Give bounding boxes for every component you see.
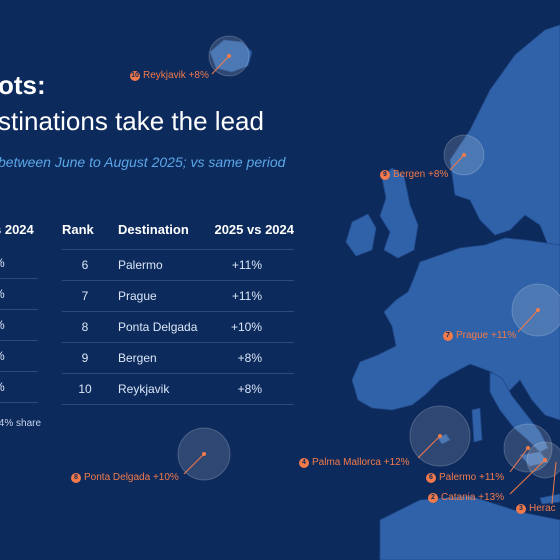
left-row: %	[0, 310, 38, 341]
header-change: 2025 vs 2024	[214, 222, 294, 237]
rank-badge: 7	[443, 330, 453, 341]
table-header-row: Rank Destination 2025 vs 2024	[62, 218, 294, 250]
map-label-prague: 7 Prague +11%	[443, 330, 516, 341]
palermo-dot	[526, 446, 530, 450]
page-subtitle: stinations take the lead	[0, 106, 264, 136]
map-label-text: Herac	[529, 503, 556, 514]
page-title: ots:	[0, 70, 46, 100]
britain-shape	[379, 167, 419, 259]
sardinia-shape	[471, 407, 483, 443]
rank-badge: 6	[426, 472, 436, 483]
table-row: 9 Bergen +8%	[62, 342, 294, 374]
table-row: 7 Prague +11%	[62, 280, 294, 312]
reykjavik-dot	[227, 54, 231, 58]
change-cell: +11%	[208, 249, 294, 281]
share-footnote: .4% share	[0, 418, 42, 429]
bergen-dot	[462, 153, 466, 157]
destination-cell: Prague	[108, 280, 208, 312]
left-column-header: s 2024	[0, 222, 34, 237]
left-row: %	[0, 372, 38, 403]
left-row: %	[0, 248, 38, 279]
map-label-text: Palermo +11%	[439, 472, 505, 483]
header-destination: Destination	[118, 222, 189, 237]
header-rank: Rank	[62, 222, 94, 237]
map-label-catania: 2 Catania +13%	[428, 492, 504, 503]
rank-badge: 2	[428, 492, 438, 503]
rank-cell: 9	[62, 342, 108, 374]
destination-cell: Palermo	[108, 249, 208, 281]
change-cell: +10%	[208, 311, 294, 343]
rank-cell: 7	[62, 280, 108, 312]
table-row: 8 Ponta Delgada +10%	[62, 311, 294, 343]
rank-cell: 8	[62, 311, 108, 343]
scandinavia-shape	[449, 24, 560, 251]
map-label-reykjavik: 10 Reykjavik +8%	[130, 70, 209, 81]
prague-dot	[536, 308, 540, 312]
map-label-heraklion: 3 Herac	[516, 503, 556, 514]
left-row: %	[0, 279, 38, 310]
ranking-table: Rank Destination 2025 vs 2024 6 Palermo …	[62, 218, 294, 405]
change-cell: +11%	[208, 280, 294, 312]
period-note: between June to August 2025; vs same per…	[0, 154, 286, 170]
ponta-delgada-dot	[202, 452, 206, 456]
italy-shape	[489, 371, 549, 453]
map-label-text: Ponta Delgada +10%	[84, 472, 179, 483]
rank-badge: 10	[130, 70, 140, 81]
map-label-text: Reykjavik +8%	[143, 70, 209, 81]
top-five-table-partial: s 2024 % % % % %	[0, 222, 38, 403]
change-cell: +8%	[208, 342, 294, 374]
map-label-bergen: 9 Bergen +8%	[380, 169, 448, 180]
map-label-palma: 4 Palma Mallorca +12%	[299, 457, 410, 468]
ireland-shape	[345, 213, 377, 257]
catania-dot	[543, 458, 547, 462]
left-row: %	[0, 341, 38, 372]
rank-cell: 6	[62, 249, 108, 281]
table-row: 6 Palermo +11%	[62, 249, 294, 281]
map-label-text: Catania +13%	[441, 492, 505, 503]
map-label-text: Prague +11%	[456, 330, 517, 341]
map-label-ponta-delgada: 8 Ponta Delgada +10%	[71, 472, 179, 483]
rank-badge: 3	[516, 503, 526, 514]
destination-cell: Reykjavik	[108, 373, 208, 405]
rank-badge: 4	[299, 457, 309, 468]
rank-cell: 10	[62, 373, 108, 405]
sicily-shape	[519, 451, 549, 467]
destination-cell: Bergen	[108, 342, 208, 374]
crete-shape	[539, 493, 560, 505]
continent-shape	[351, 237, 560, 421]
table-row: 10 Reykjavik +8%	[62, 373, 294, 405]
rank-badge: 9	[380, 169, 390, 180]
destination-cell: Ponta Delgada	[108, 311, 208, 343]
map-label-text: Palma Mallorca +12%	[312, 457, 410, 468]
rank-badge: 8	[71, 472, 81, 483]
map-label-text: Bergen +8%	[393, 169, 449, 180]
palma-dot	[438, 434, 442, 438]
change-cell: +8%	[208, 373, 294, 405]
map-label-palermo: 6 Palermo +11%	[426, 472, 504, 483]
